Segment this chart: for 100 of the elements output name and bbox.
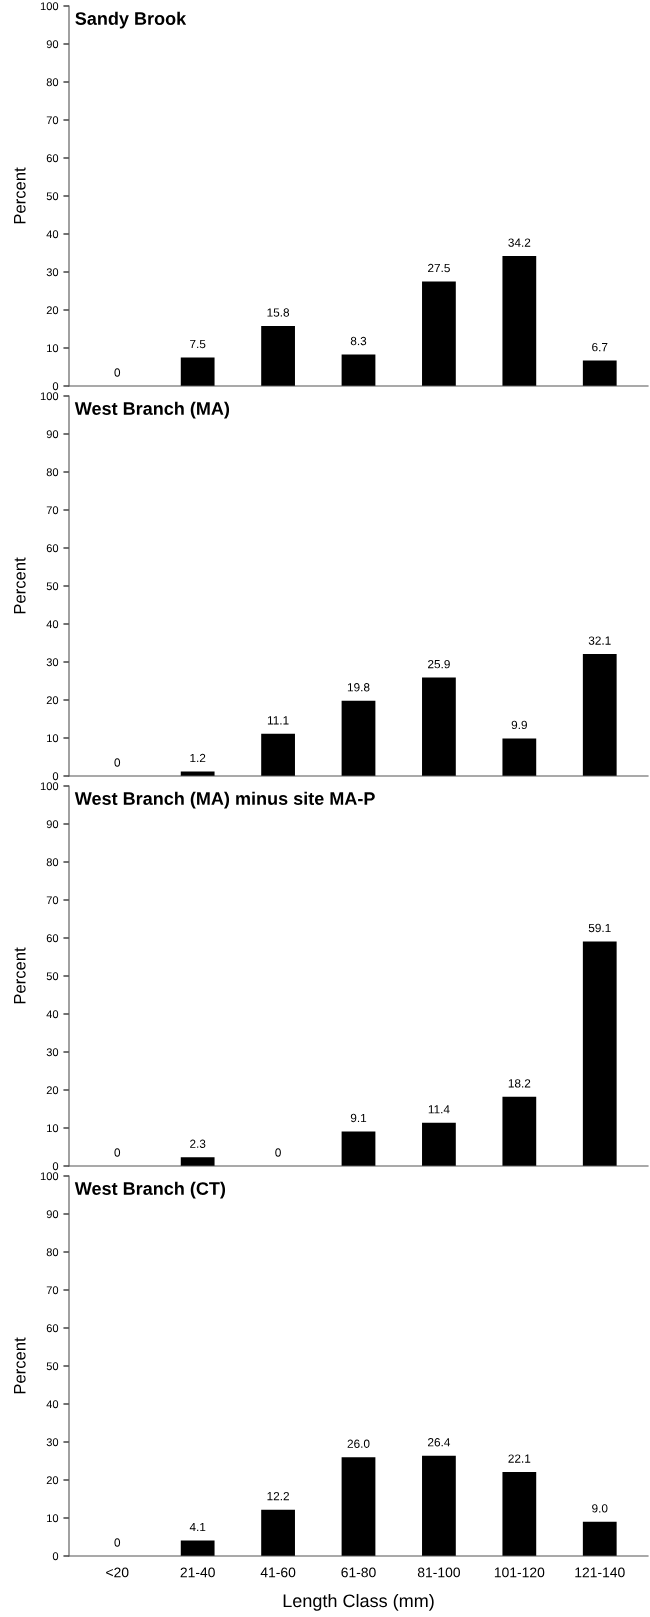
y-tick-label: 50: [46, 192, 59, 201]
y-axis-title: Percent: [14, 1337, 26, 1394]
bar: [180, 357, 215, 386]
y-tick-label: 70: [46, 506, 59, 515]
y-tick-label: 90: [46, 1210, 59, 1219]
data-label: 1.2: [190, 753, 206, 763]
data-label: 2.3: [190, 1139, 206, 1148]
bar: [341, 700, 376, 776]
data-label: 9.9: [511, 720, 527, 730]
chart-title: West Branch (MA) minus site MA-P: [74, 791, 375, 809]
x-tick-label: 121-140: [575, 1567, 625, 1578]
y-tick-label: 10: [47, 1514, 59, 1523]
y-tick-label: 10: [47, 734, 59, 743]
bar: [422, 677, 456, 776]
x-tick-label: <20: [106, 1567, 129, 1578]
bar: [180, 1157, 215, 1166]
chart-title: Sandy Brook: [75, 11, 187, 29]
y-tick-label: 80: [46, 78, 59, 87]
bar: [582, 654, 617, 776]
y-tick-label: 40: [46, 620, 59, 629]
data-label: 12.2: [267, 1492, 289, 1501]
x-tick-label: 81-100: [417, 1567, 460, 1578]
x-tick-label: 21-40: [180, 1567, 215, 1578]
y-tick-label: 80: [46, 1248, 59, 1257]
x-tick-label: 41-60: [260, 1567, 296, 1578]
y-tick-label: 40: [46, 1010, 59, 1019]
data-label: 32.1: [588, 636, 611, 645]
y-tick-label: 0: [52, 382, 59, 391]
y-tick-label: 40: [46, 1400, 59, 1409]
y-tick-label: 20: [46, 1476, 59, 1485]
y-tick-label: 40: [46, 230, 59, 239]
bar: [180, 1540, 215, 1556]
chart-title: West Branch (CT): [74, 1181, 226, 1199]
y-axis-title: Percent: [14, 557, 26, 614]
data-label: 26.0: [347, 1439, 370, 1448]
y-tick-label: 100: [40, 392, 59, 401]
y-tick-label: 30: [46, 1438, 59, 1447]
bar: [422, 1455, 456, 1556]
y-tick-label: 30: [46, 1048, 59, 1057]
y-tick-label: 70: [46, 896, 59, 905]
bar: [582, 1521, 617, 1556]
x-tick-label: 101-120: [494, 1567, 545, 1578]
y-tick-label: 50: [46, 972, 59, 981]
x-tick-label: 61-80: [341, 1567, 376, 1578]
y-tick-label: 90: [46, 820, 59, 829]
data-label: 27.5: [428, 263, 450, 273]
y-tick-label: 0: [52, 1162, 59, 1171]
y-tick-label: 80: [46, 858, 59, 867]
bar: [582, 941, 617, 1166]
bar: [422, 1122, 456, 1166]
x-axis-title: Length Class (mm): [283, 1593, 434, 1611]
data-label: 0: [114, 1148, 121, 1157]
y-tick-label: 70: [46, 116, 59, 125]
bar: [341, 1457, 376, 1556]
bar: [341, 354, 376, 386]
chart-title: West Branch (MA): [74, 401, 230, 419]
bar: [261, 325, 295, 386]
y-axis-title: Percent: [14, 947, 26, 1004]
data-label: 18.2: [508, 1079, 531, 1088]
y-tick-label: 100: [40, 1172, 59, 1181]
bar: [502, 1472, 537, 1556]
data-label: 22.1: [508, 1454, 531, 1463]
data-label: 11.1: [267, 716, 289, 725]
bar: [502, 1096, 537, 1166]
bar: [261, 733, 295, 776]
data-label: 9.0: [592, 1504, 608, 1513]
data-label: 19.8: [347, 683, 370, 692]
y-tick-label: 30: [46, 268, 59, 277]
y-tick-label: 100: [40, 782, 59, 791]
bar: [422, 281, 456, 386]
y-tick-label: 60: [46, 934, 59, 943]
y-tick-label: 20: [46, 696, 59, 705]
y-tick-label: 20: [46, 1086, 59, 1095]
y-tick-label: 80: [46, 468, 59, 477]
y-tick-label: 50: [46, 582, 59, 591]
y-tick-label: 0: [52, 772, 59, 781]
data-label: 11.4: [428, 1105, 450, 1114]
data-label: 34.2: [508, 238, 531, 247]
data-label: 15.8: [267, 308, 290, 317]
y-tick-label: 60: [46, 154, 59, 163]
bar: [582, 360, 617, 386]
y-tick-label: 20: [46, 306, 59, 315]
bar: [502, 738, 537, 776]
y-tick-label: 0: [52, 1552, 59, 1561]
data-label: 0: [114, 1538, 121, 1547]
data-label: 7.5: [190, 339, 206, 349]
data-label: 8.3: [350, 336, 367, 346]
y-tick-label: 60: [46, 544, 59, 553]
y-tick-label: 50: [46, 1362, 59, 1371]
y-tick-label: 60: [46, 1324, 59, 1333]
bar: [341, 1131, 376, 1166]
bar: [502, 256, 537, 386]
data-label: 25.9: [428, 659, 450, 669]
data-label: 9.1: [350, 1113, 367, 1123]
bar: [261, 1509, 295, 1556]
y-tick-label: 100: [40, 2, 59, 11]
y-tick-label: 10: [47, 1124, 59, 1133]
y-tick-label: 30: [46, 658, 59, 667]
y-tick-label: 10: [47, 344, 59, 353]
data-label: 0: [114, 758, 121, 767]
